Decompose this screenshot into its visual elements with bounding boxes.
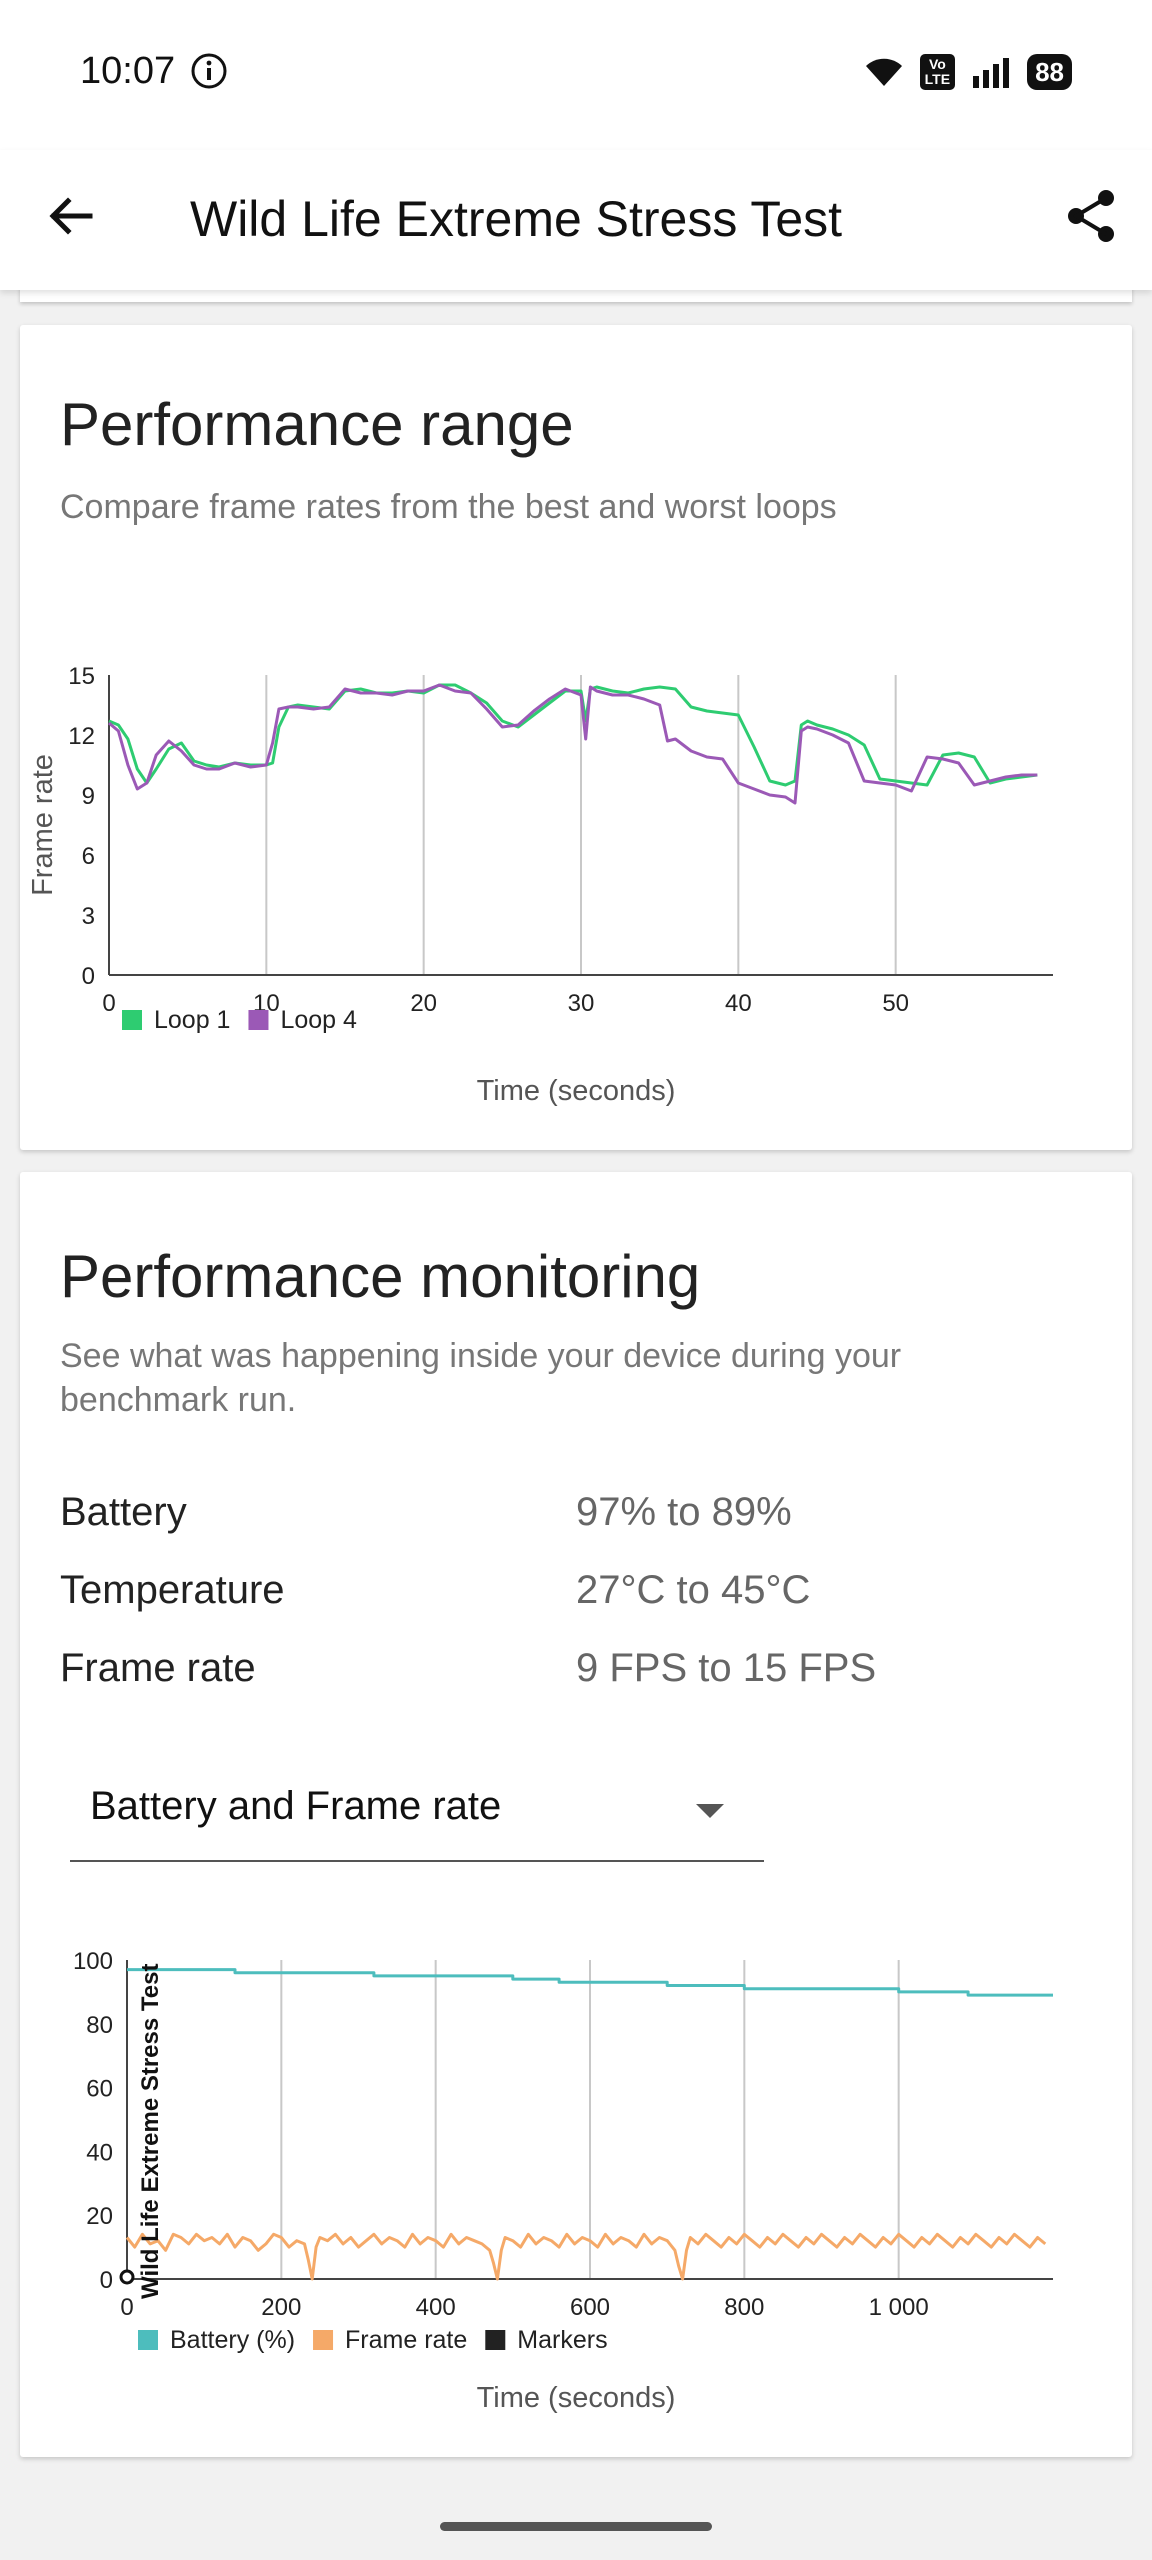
x-tick-label: 40 [725,990,752,1017]
stat-value: 27°C to 45°C [576,1568,811,1612]
x-tick-label: 30 [568,990,595,1017]
legend-label: Frame rate [345,2326,467,2354]
y-tick-label: 60 [86,2076,113,2103]
legend-swatch [485,2330,506,2350]
info-icon [191,53,227,89]
performance-range-title: Performance range [60,391,574,458]
y-tick-label: 6 [82,843,95,870]
app-bar: Wild Life Extreme Stress Test [0,150,1152,290]
stat-label: Temperature [60,1568,285,1612]
legend-label: Loop 1 [154,1006,230,1034]
performance-monitoring-title: Performance monitoring [60,1243,701,1310]
y-tick-label: 0 [82,963,95,990]
performance-monitoring-chart: 0 200 400 600 800 1 000 0 20 40 60 80 100 Wild Life … [73,1948,1053,2414]
home-indicator[interactable] [440,2522,712,2531]
y-tick-label: 40 [86,2139,113,2166]
y-tick-label: 100 [73,1948,113,1975]
dropdown-arrow-icon [696,1804,724,1818]
stat-value: 9 FPS to 15 FPS [576,1646,877,1690]
chart-series-dropdown[interactable]: Battery and Frame rate [70,1772,764,1862]
y-tick-label: 80 [86,2012,113,2039]
signal-icon [973,58,1010,88]
x-tick-label: 0 [102,990,115,1017]
status-time: 10:07 [80,50,176,92]
battery-icon: 88 [1027,54,1072,90]
series-line [125,2232,1047,2281]
stat-label: Battery [60,1490,187,1534]
x-tick-label: 20 [410,990,437,1017]
stat-value: 97% to 89% [576,1490,792,1534]
x-tick-label: 800 [724,2294,764,2321]
share-icon[interactable] [1060,185,1122,247]
legend-label: Battery (%) [170,2326,295,2354]
legend-swatch [313,2330,334,2350]
series-line [127,1968,1053,1997]
y-tick-label: 3 [82,903,95,930]
stat-label: Frame rate [60,1646,256,1690]
status-icons: Vo LTE 88 [864,52,1072,92]
x-tick-label: 600 [570,2294,610,2321]
y-axis-label: Frame rate [27,754,59,896]
back-arrow-icon[interactable] [40,185,102,247]
x-tick-label: 400 [416,2294,456,2321]
x-tick-label: 1 000 [869,2294,929,2321]
y-tick-label: 0 [100,2267,113,2294]
legend-swatch [248,1010,269,1030]
y-tick-label: 20 [86,2203,113,2230]
performance-range-subtitle: Compare frame rates from the best and wo… [60,488,837,526]
x-tick-label: 50 [882,990,909,1017]
y-tick-label: 9 [82,783,95,810]
status-bar: 10:07 Vo LTE 88 [0,0,1152,150]
legend-swatch [138,2330,158,2350]
marker-point [119,2269,135,2285]
volte-badge: Vo LTE [919,54,956,90]
x-tick-label: 0 [120,2294,133,2321]
y-tick-label: 12 [68,723,95,750]
wifi-icon [865,58,902,86]
x-axis-label: Time (seconds) [477,1075,676,1107]
page-title: Wild Life Extreme Stress Test [190,191,843,247]
marker-label: Wild Life Extreme Stress Test [137,1964,164,2299]
dropdown-selected-value: Battery and Frame rate [90,1784,502,1828]
x-tick-label: 200 [261,2294,301,2321]
legend-label: Loop 4 [280,1006,357,1034]
legend-swatch [122,1010,142,1030]
series-line [108,683,1038,805]
legend-label: Markers [517,2326,607,2354]
performance-monitoring-subtitle: See what was happening inside your devic… [60,1337,902,1419]
performance-range-card: Performance range Compare frame rates fr… [20,325,1132,1150]
performance-monitoring-card: Performance monitoring See what was happ… [20,1172,1132,2457]
y-tick-label: 15 [68,663,95,690]
series-line [108,683,1038,787]
x-axis-label: Time (seconds) [477,2382,676,2414]
